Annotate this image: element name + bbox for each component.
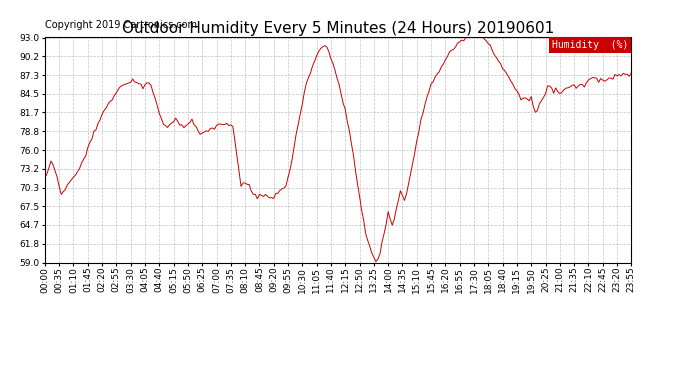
Text: Copyright 2019 Cartronics.com: Copyright 2019 Cartronics.com [45, 20, 197, 30]
Title: Outdoor Humidity Every 5 Minutes (24 Hours) 20190601: Outdoor Humidity Every 5 Minutes (24 Hou… [122, 21, 554, 36]
Text: Humidity  (%): Humidity (%) [552, 40, 629, 50]
